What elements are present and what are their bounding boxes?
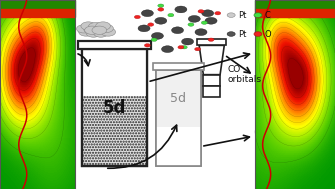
Circle shape (215, 12, 221, 15)
Circle shape (195, 29, 207, 36)
Circle shape (88, 22, 103, 31)
Circle shape (96, 22, 111, 30)
Circle shape (205, 17, 217, 24)
Circle shape (227, 13, 235, 17)
Circle shape (76, 25, 91, 33)
Circle shape (161, 46, 174, 53)
Circle shape (144, 44, 150, 47)
Circle shape (168, 13, 174, 17)
Circle shape (101, 28, 116, 36)
Bar (156, 70, 201, 166)
Circle shape (86, 29, 101, 37)
Circle shape (254, 13, 262, 17)
Bar (0, 0, 75, 9)
Bar (78, 41, 151, 49)
Circle shape (182, 38, 194, 45)
Circle shape (188, 23, 194, 26)
Circle shape (91, 25, 106, 34)
Circle shape (134, 15, 140, 19)
Text: C: C (265, 11, 271, 20)
Circle shape (138, 25, 150, 32)
Circle shape (227, 32, 235, 36)
Bar (255, 9, 335, 17)
Bar (82, 49, 147, 166)
Text: CO
orbitals: CO orbitals (228, 65, 262, 84)
Text: Pt: Pt (238, 29, 246, 39)
Bar (255, 0, 335, 9)
Circle shape (158, 4, 164, 7)
Circle shape (181, 46, 187, 49)
Text: 5d: 5d (171, 92, 186, 105)
Bar (203, 75, 220, 86)
Circle shape (202, 10, 214, 17)
Circle shape (79, 28, 93, 36)
Circle shape (254, 32, 262, 36)
Bar (0, 0, 75, 189)
Bar (156, 127, 201, 166)
Circle shape (198, 10, 204, 13)
Circle shape (84, 25, 98, 34)
Circle shape (85, 26, 99, 34)
Bar (0, 9, 75, 17)
Circle shape (178, 46, 184, 49)
Circle shape (141, 10, 153, 17)
Circle shape (195, 47, 201, 51)
Bar (82, 49, 147, 96)
Bar (203, 86, 220, 97)
Bar (198, 39, 226, 45)
Text: O: O (265, 29, 271, 39)
Circle shape (188, 15, 200, 22)
Circle shape (158, 8, 164, 11)
Circle shape (81, 22, 96, 30)
Circle shape (92, 26, 107, 34)
Text: Pt: Pt (238, 11, 246, 20)
Circle shape (148, 23, 154, 26)
Polygon shape (199, 45, 224, 75)
Bar (82, 49, 147, 166)
Circle shape (172, 27, 184, 34)
Circle shape (208, 38, 214, 41)
Circle shape (151, 38, 157, 41)
Circle shape (201, 21, 207, 24)
Circle shape (175, 6, 187, 13)
Circle shape (151, 33, 163, 39)
Circle shape (98, 24, 113, 33)
Bar (255, 0, 335, 189)
Bar (156, 70, 201, 127)
Circle shape (93, 29, 108, 37)
Text: 5d: 5d (103, 99, 126, 117)
Bar (153, 63, 204, 70)
Bar (156, 70, 201, 166)
Circle shape (155, 17, 167, 24)
